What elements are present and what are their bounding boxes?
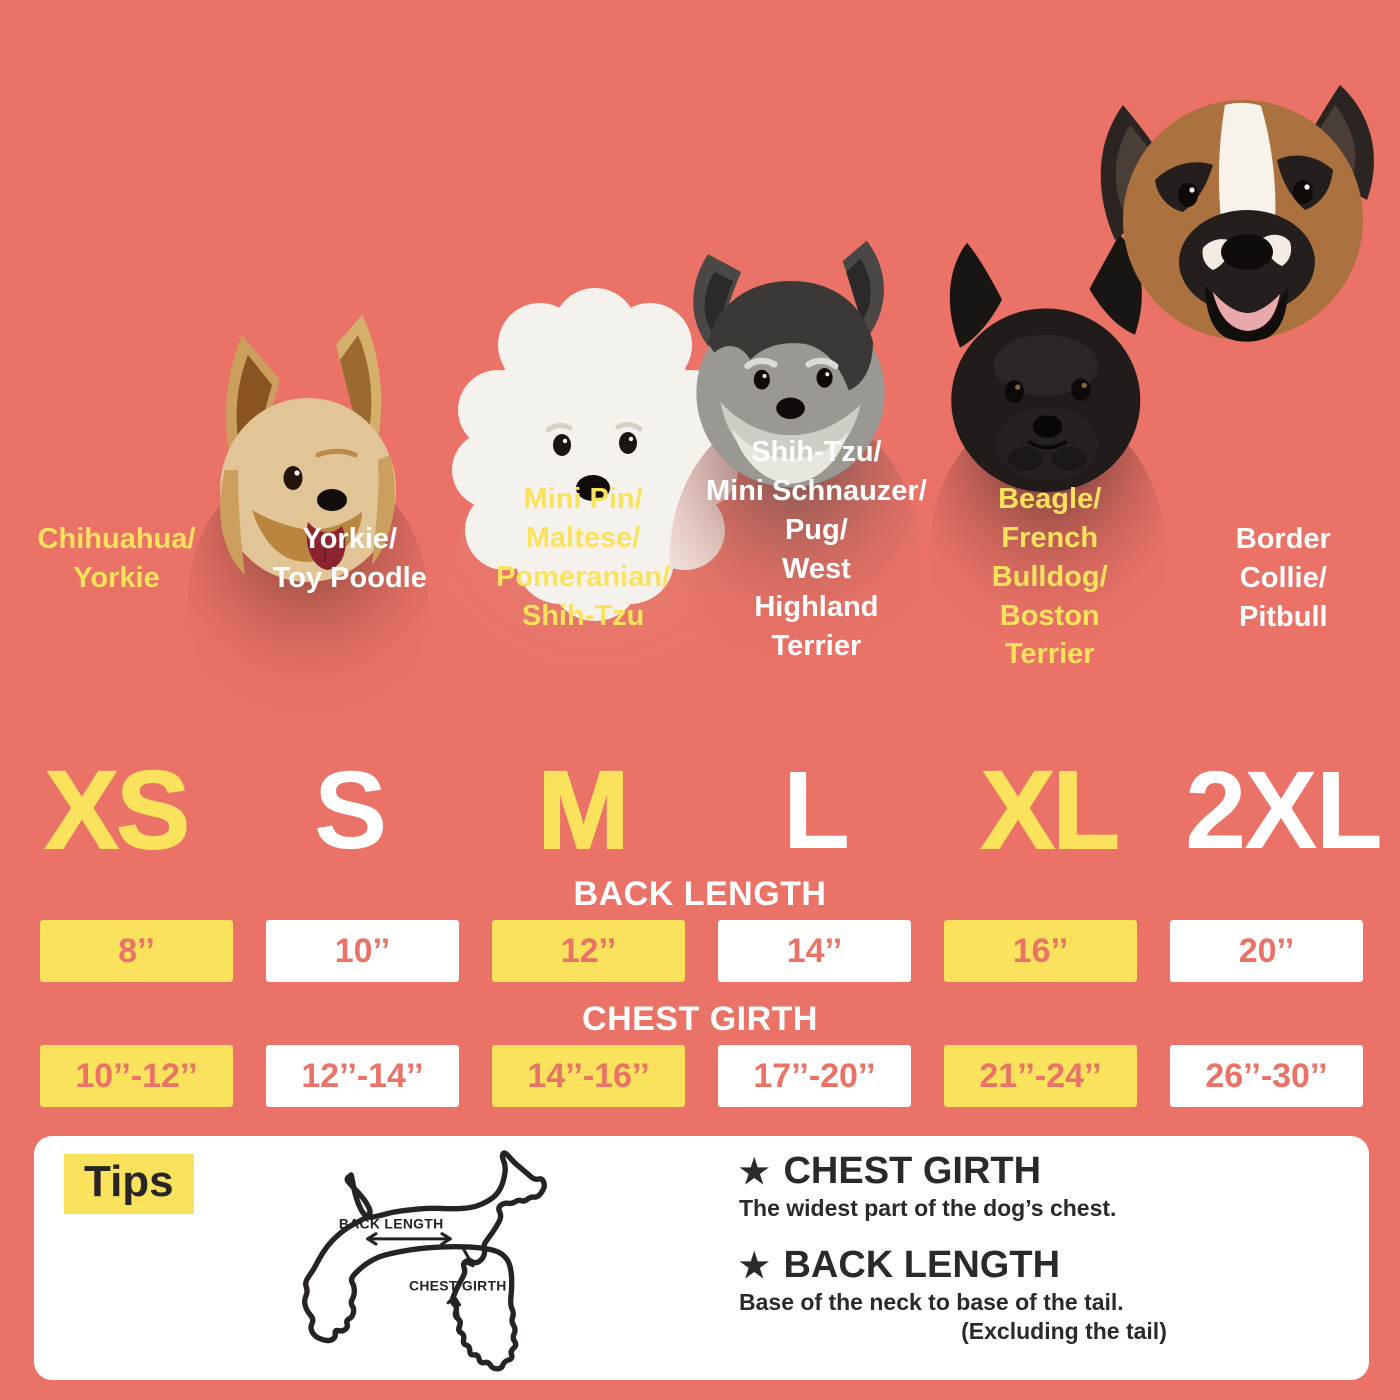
- svg-text:CHEST GIRTH: CHEST GIRTH: [409, 1277, 507, 1293]
- svg-text:BACK LENGTH: BACK LENGTH: [339, 1216, 444, 1232]
